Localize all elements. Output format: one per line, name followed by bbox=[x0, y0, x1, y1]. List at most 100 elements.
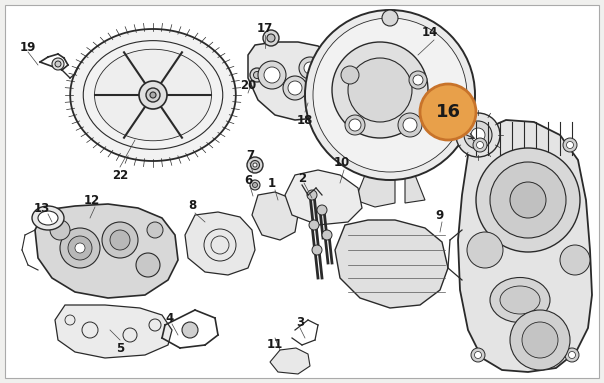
Text: 8: 8 bbox=[188, 198, 196, 211]
Circle shape bbox=[473, 138, 487, 152]
Circle shape bbox=[110, 230, 130, 250]
Text: 9: 9 bbox=[436, 208, 444, 221]
Circle shape bbox=[510, 310, 570, 370]
Polygon shape bbox=[335, 220, 448, 308]
Circle shape bbox=[565, 348, 579, 362]
Ellipse shape bbox=[94, 49, 211, 141]
Circle shape bbox=[136, 253, 160, 277]
Text: 18: 18 bbox=[297, 113, 313, 126]
Circle shape bbox=[312, 245, 322, 255]
Circle shape bbox=[60, 228, 100, 268]
Circle shape bbox=[467, 232, 503, 268]
Text: 13: 13 bbox=[34, 201, 50, 214]
Text: 12: 12 bbox=[84, 193, 100, 206]
Polygon shape bbox=[285, 170, 362, 225]
Circle shape bbox=[253, 163, 257, 167]
Polygon shape bbox=[458, 120, 592, 372]
Circle shape bbox=[254, 72, 260, 79]
Circle shape bbox=[522, 322, 558, 358]
Circle shape bbox=[304, 62, 316, 74]
Circle shape bbox=[456, 113, 500, 157]
Text: 17: 17 bbox=[257, 21, 273, 34]
Circle shape bbox=[317, 205, 327, 215]
Polygon shape bbox=[248, 42, 338, 120]
Circle shape bbox=[288, 81, 302, 95]
Circle shape bbox=[382, 10, 398, 26]
Circle shape bbox=[147, 222, 163, 238]
Circle shape bbox=[313, 18, 467, 172]
Circle shape bbox=[464, 121, 492, 149]
Text: 6: 6 bbox=[244, 173, 252, 187]
Text: 11: 11 bbox=[267, 339, 283, 352]
Polygon shape bbox=[252, 192, 298, 240]
Circle shape bbox=[250, 68, 264, 82]
Text: 16: 16 bbox=[435, 103, 460, 121]
Text: 7: 7 bbox=[246, 149, 254, 162]
Text: 2: 2 bbox=[298, 172, 306, 185]
Text: 20: 20 bbox=[240, 79, 256, 92]
Circle shape bbox=[250, 180, 260, 190]
Ellipse shape bbox=[490, 278, 550, 322]
Circle shape bbox=[252, 183, 257, 188]
Circle shape bbox=[409, 71, 427, 89]
Text: 3: 3 bbox=[296, 316, 304, 329]
Text: 10: 10 bbox=[334, 155, 350, 169]
Circle shape bbox=[413, 75, 423, 85]
Circle shape bbox=[403, 118, 417, 132]
Circle shape bbox=[510, 182, 546, 218]
Text: 1: 1 bbox=[268, 177, 276, 190]
Circle shape bbox=[75, 243, 85, 253]
Polygon shape bbox=[355, 175, 395, 207]
Circle shape bbox=[263, 30, 279, 46]
Circle shape bbox=[476, 148, 580, 252]
Circle shape bbox=[299, 57, 321, 79]
Circle shape bbox=[102, 222, 138, 258]
Circle shape bbox=[332, 42, 428, 138]
Circle shape bbox=[264, 67, 280, 83]
Circle shape bbox=[139, 81, 167, 109]
Circle shape bbox=[251, 160, 260, 170]
Circle shape bbox=[560, 245, 590, 275]
Text: 22: 22 bbox=[112, 169, 128, 182]
Circle shape bbox=[55, 61, 61, 67]
Circle shape bbox=[341, 66, 359, 84]
Circle shape bbox=[146, 88, 160, 102]
Polygon shape bbox=[35, 204, 178, 298]
Circle shape bbox=[247, 157, 263, 173]
Circle shape bbox=[471, 128, 485, 142]
Ellipse shape bbox=[500, 286, 540, 314]
Polygon shape bbox=[55, 305, 172, 358]
Polygon shape bbox=[405, 175, 425, 203]
Text: 14: 14 bbox=[422, 26, 438, 39]
Text: 4: 4 bbox=[166, 311, 174, 324]
Polygon shape bbox=[270, 348, 310, 374]
Circle shape bbox=[307, 190, 317, 200]
Circle shape bbox=[398, 113, 422, 137]
Text: 19: 19 bbox=[20, 41, 36, 54]
Circle shape bbox=[348, 58, 412, 122]
Polygon shape bbox=[185, 212, 255, 275]
FancyBboxPatch shape bbox=[5, 5, 599, 378]
Circle shape bbox=[258, 61, 286, 89]
Ellipse shape bbox=[32, 206, 64, 230]
Circle shape bbox=[305, 10, 475, 180]
Circle shape bbox=[490, 162, 566, 238]
Circle shape bbox=[420, 84, 476, 140]
Circle shape bbox=[349, 119, 361, 131]
Circle shape bbox=[563, 138, 577, 152]
Circle shape bbox=[267, 34, 275, 42]
Polygon shape bbox=[70, 29, 236, 161]
Circle shape bbox=[182, 322, 198, 338]
Circle shape bbox=[567, 141, 574, 149]
Circle shape bbox=[283, 76, 307, 100]
Circle shape bbox=[150, 92, 156, 98]
Circle shape bbox=[477, 141, 483, 149]
Circle shape bbox=[345, 115, 365, 135]
Circle shape bbox=[52, 58, 64, 70]
Circle shape bbox=[309, 220, 319, 230]
Circle shape bbox=[322, 230, 332, 240]
Ellipse shape bbox=[38, 211, 58, 225]
Circle shape bbox=[471, 348, 485, 362]
Circle shape bbox=[568, 352, 576, 358]
Circle shape bbox=[68, 236, 92, 260]
